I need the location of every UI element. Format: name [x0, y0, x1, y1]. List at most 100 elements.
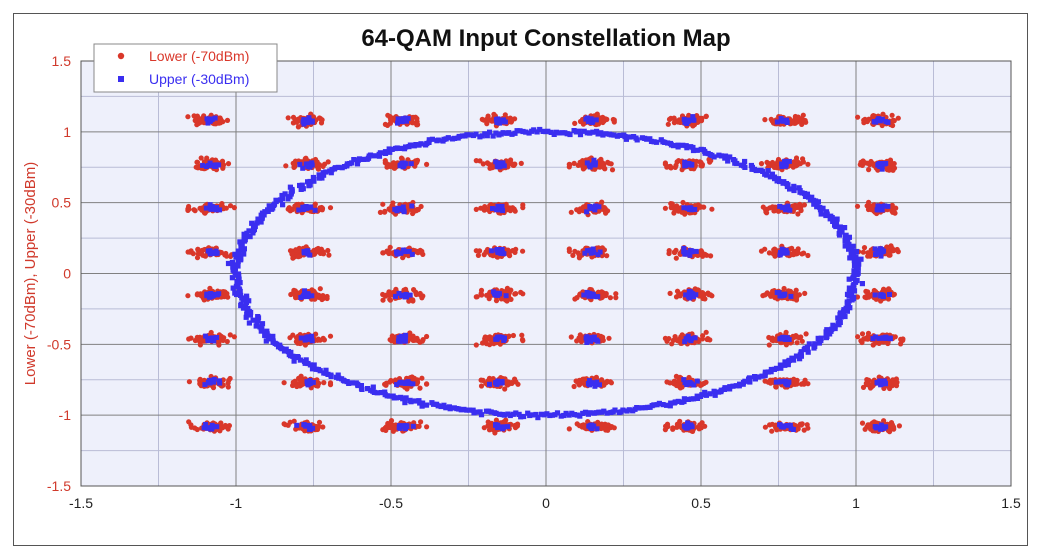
- upper-point: [461, 406, 467, 412]
- lower-point: [226, 423, 232, 429]
- lower-point: [387, 379, 393, 385]
- upper-point: [360, 156, 367, 162]
- upper-point: [204, 116, 210, 122]
- lower-point: [870, 113, 877, 119]
- upper-point: [300, 165, 306, 171]
- upper-point: [815, 335, 821, 341]
- lower-point: [893, 205, 899, 211]
- lower-point: [520, 248, 526, 254]
- lower-point: [865, 206, 872, 213]
- upper-point: [307, 381, 312, 387]
- upper-point: [541, 412, 547, 418]
- upper-point: [823, 209, 830, 215]
- upper-point: [208, 426, 213, 432]
- upper-point: [307, 252, 313, 258]
- upper-point: [772, 174, 778, 180]
- lower-point: [383, 424, 389, 430]
- lower-point: [518, 160, 524, 166]
- upper-point: [300, 294, 306, 300]
- upper-point: [447, 406, 453, 412]
- lower-point: [876, 374, 882, 380]
- upper-point: [370, 384, 376, 390]
- upper-point: [328, 373, 334, 379]
- upper-point: [376, 153, 383, 159]
- upper-point: [521, 413, 527, 420]
- upper-point: [241, 251, 247, 257]
- upper-point: [781, 250, 787, 256]
- upper-point: [234, 291, 240, 298]
- upper-point: [854, 278, 860, 284]
- lower-point: [708, 253, 714, 259]
- lower-point: [419, 295, 425, 301]
- y-tick-label: 0.5: [52, 195, 72, 211]
- lower-point: [864, 381, 870, 388]
- upper-point: [846, 285, 852, 291]
- lower-point: [673, 162, 679, 168]
- lower-point: [410, 333, 416, 339]
- lower-point: [702, 296, 708, 302]
- upper-point: [263, 338, 269, 344]
- upper-point: [596, 409, 602, 415]
- lower-point: [574, 207, 580, 213]
- upper-point: [587, 162, 593, 168]
- upper-point: [309, 293, 315, 299]
- lower-point: [382, 158, 388, 164]
- lower-point: [479, 292, 485, 298]
- upper-point: [512, 130, 518, 136]
- upper-point: [328, 170, 334, 176]
- lower-point: [671, 115, 677, 121]
- lower-point: [210, 385, 217, 391]
- upper-point: [554, 410, 561, 416]
- lower-point: [696, 426, 702, 432]
- lower-point: [611, 425, 617, 431]
- upper-point: [470, 132, 477, 139]
- upper-point: [232, 251, 238, 257]
- upper-point: [336, 375, 342, 381]
- upper-point: [812, 341, 818, 347]
- upper-point: [782, 378, 788, 384]
- upper-point: [398, 250, 404, 256]
- upper-point: [240, 247, 246, 253]
- upper-point: [703, 392, 709, 398]
- upper-point: [399, 293, 405, 299]
- upper-point: [493, 117, 499, 123]
- lower-point: [794, 158, 800, 165]
- upper-point: [858, 256, 864, 262]
- x-tick-label: -1.5: [69, 495, 93, 511]
- upper-point: [773, 379, 779, 385]
- upper-point: [667, 403, 673, 409]
- upper-point: [305, 205, 311, 211]
- upper-point: [269, 206, 275, 212]
- x-tick-label: 0.5: [691, 495, 711, 511]
- lower-point: [686, 374, 692, 381]
- lower-point: [199, 207, 205, 213]
- upper-point: [664, 402, 670, 408]
- upper-point: [878, 426, 884, 431]
- upper-point: [793, 353, 800, 359]
- lower-point: [321, 380, 327, 386]
- lower-point: [315, 166, 321, 172]
- upper-point: [426, 137, 432, 143]
- upper-point: [410, 381, 416, 387]
- upper-point: [686, 288, 692, 294]
- lower-point: [478, 383, 485, 389]
- upper-point: [691, 382, 697, 388]
- lower-point: [662, 205, 669, 211]
- upper-point: [874, 248, 880, 254]
- lower-point: [473, 206, 479, 212]
- x-tick-label: 0: [542, 495, 550, 511]
- upper-point: [733, 383, 739, 389]
- upper-point: [255, 217, 262, 223]
- upper-point: [846, 298, 852, 304]
- upper-point: [400, 247, 406, 253]
- upper-point: [501, 424, 507, 430]
- upper-point: [233, 254, 239, 260]
- upper-point: [716, 152, 722, 158]
- upper-point: [882, 380, 888, 386]
- lower-point: [416, 423, 422, 429]
- upper-point: [386, 393, 392, 399]
- lower-point: [866, 199, 872, 205]
- upper-point: [859, 281, 865, 287]
- lower-point: [473, 342, 479, 348]
- x-tick-label: -1: [230, 495, 243, 511]
